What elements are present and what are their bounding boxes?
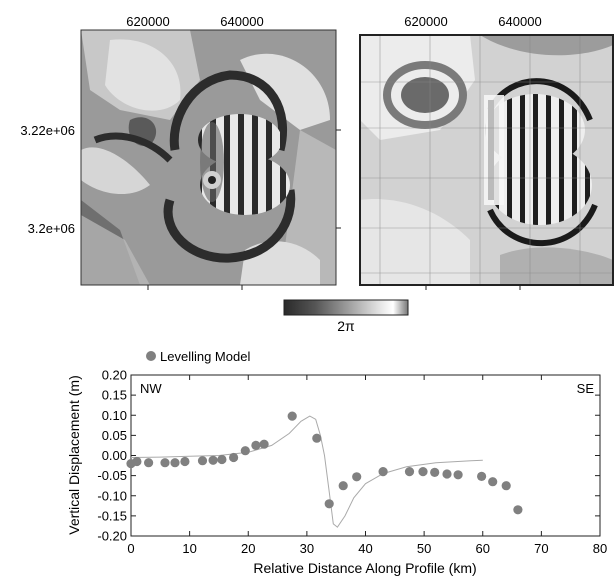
annotation-nw: NW [140,381,162,396]
right-interferogram [359,34,614,286]
legend: Levelling Model [146,349,250,364]
x-tick-label: 60 [476,541,490,556]
x-axis: 0 10 20 30 40 50 60 70 80 [127,375,607,556]
legend-text: Levelling Model [160,349,250,364]
map-x-tick-1: 620000 [126,14,169,29]
levelling-point [217,454,227,465]
levelling-point [208,455,218,465]
levelling-point [132,456,142,467]
levelling-point [259,439,269,449]
y-tick-label: -0.10 [97,488,127,503]
map-axes [147,129,521,290]
annotation-se: SE [577,381,595,396]
map-x-tick-2: 640000 [220,14,263,29]
x-tick-label: 0 [127,541,134,556]
y-tick-label: -0.15 [97,508,127,523]
levelling-point [477,471,487,481]
levelling-point [312,433,322,443]
levelling-point [170,458,180,468]
model-series-line [130,415,483,528]
levelling-point [442,469,452,479]
x-tick-label: 50 [417,541,431,556]
map-x-tick-3: 620000 [404,14,447,29]
y-tick-label: 0.05 [102,428,127,443]
model-line [130,415,483,528]
levelling-point [240,446,250,456]
colorbar-label: 2π [337,318,355,334]
levelling-point [324,499,334,509]
levelling-point [287,411,297,421]
x-tick-label: 30 [300,541,314,556]
levelling-point [251,440,261,450]
levelling-point [501,481,511,491]
map-x-tick-4: 640000 [498,14,541,29]
levelling-point [513,505,523,515]
map-y-tick-1: 3.22e+06 [20,123,75,138]
profile-chart: 0 10 20 30 40 50 60 70 80 0.20 0.15 0.10 0.05 0.00 -0… [66,368,607,577]
x-tick-label: 20 [241,541,255,556]
y-tick-label: 0.20 [102,368,127,383]
x-tick-label: 70 [534,541,548,556]
map-y-tick-2: 3.2e+06 [28,221,75,236]
levelling-point [418,467,428,477]
levelling-point [404,467,415,477]
y-tick-label: 0.00 [102,448,127,463]
levelling-point [453,470,463,480]
levelling-point [338,481,348,491]
x-tick-label: 80 [593,541,607,556]
levelling-point [488,477,498,487]
levelling-point [197,456,208,466]
levelling-point [352,472,362,482]
left-interferogram [80,29,337,286]
y-tick-label: -0.20 [97,529,127,544]
levelling-points [126,411,523,515]
x-tick-label: 40 [358,541,372,556]
legend-marker-icon [146,351,156,361]
x-tick-label: 10 [182,541,196,556]
colorbar: 2π [283,299,409,334]
y-axis-title: Vertical Displacement (m) [66,375,82,535]
levelling-point [144,458,154,468]
y-tick-label: -0.05 [97,468,127,483]
y-axis: 0.20 0.15 0.10 0.05 0.00 -0.05 -0.10 -0.15 -0.20 [97,368,600,544]
x-axis-title: Relative Distance Along Profile (km) [253,560,476,576]
levelling-point [378,467,388,477]
levelling-point [229,452,239,463]
levelling-point [430,467,440,477]
y-tick-label: 0.10 [102,408,127,423]
y-tick-label: 0.15 [102,388,127,403]
levelling-point [180,456,190,467]
levelling-point [160,458,170,468]
